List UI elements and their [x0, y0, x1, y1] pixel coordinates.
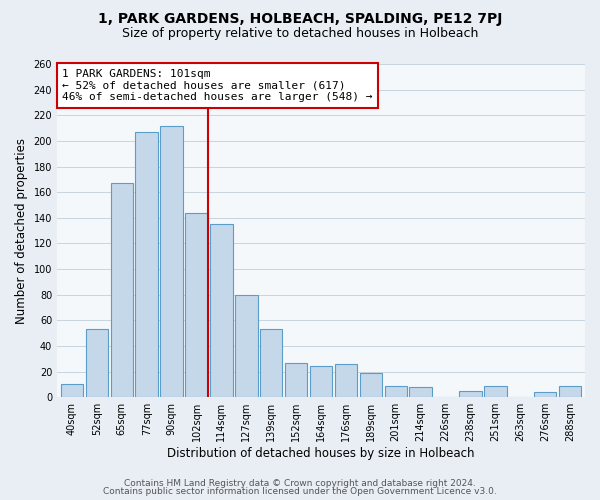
Text: Size of property relative to detached houses in Holbeach: Size of property relative to detached ho… [122, 28, 478, 40]
Bar [160, 126, 183, 397]
Text: Contains HM Land Registry data © Crown copyright and database right 2024.: Contains HM Land Registry data © Crown c… [124, 478, 476, 488]
Bar [385, 386, 407, 397]
Bar [409, 387, 432, 397]
Bar [534, 392, 556, 397]
Bar [235, 294, 257, 397]
Bar [136, 132, 158, 397]
Bar [110, 183, 133, 397]
Text: Contains public sector information licensed under the Open Government Licence v3: Contains public sector information licen… [103, 487, 497, 496]
Bar [359, 373, 382, 397]
Bar [459, 391, 482, 397]
Bar [210, 224, 233, 397]
Bar [260, 330, 283, 397]
Text: 1, PARK GARDENS, HOLBEACH, SPALDING, PE12 7PJ: 1, PARK GARDENS, HOLBEACH, SPALDING, PE1… [98, 12, 502, 26]
Bar [61, 384, 83, 397]
Bar [86, 330, 108, 397]
Bar [310, 366, 332, 397]
Bar [484, 386, 506, 397]
Y-axis label: Number of detached properties: Number of detached properties [15, 138, 28, 324]
Bar [285, 362, 307, 397]
Text: 1 PARK GARDENS: 101sqm
← 52% of detached houses are smaller (617)
46% of semi-de: 1 PARK GARDENS: 101sqm ← 52% of detached… [62, 69, 373, 102]
Bar [559, 386, 581, 397]
X-axis label: Distribution of detached houses by size in Holbeach: Distribution of detached houses by size … [167, 447, 475, 460]
Bar [185, 212, 208, 397]
Bar [335, 364, 357, 397]
